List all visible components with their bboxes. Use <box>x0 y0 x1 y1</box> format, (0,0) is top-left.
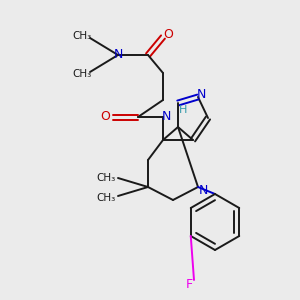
Text: O: O <box>163 28 173 41</box>
Text: CH₃: CH₃ <box>96 173 116 183</box>
Text: F: F <box>185 278 193 292</box>
Text: CH₃: CH₃ <box>72 69 92 79</box>
Text: O: O <box>100 110 110 124</box>
Text: N: N <box>161 110 171 124</box>
Text: N: N <box>196 88 206 100</box>
Text: N: N <box>113 49 123 62</box>
Text: CH₃: CH₃ <box>72 31 92 41</box>
Text: CH₃: CH₃ <box>96 193 116 203</box>
Text: N: N <box>198 184 208 196</box>
Text: H: H <box>179 105 187 115</box>
